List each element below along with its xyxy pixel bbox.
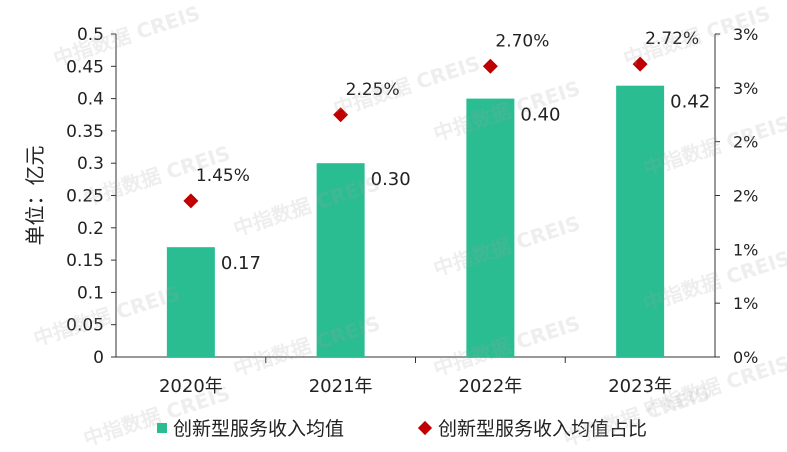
y-tick-label-left: 0.3 — [77, 154, 104, 174]
y-tick-label-left: 0 — [93, 348, 104, 368]
bar — [166, 247, 215, 357]
y-tick-label-left: 0.5 — [77, 25, 104, 45]
ratio-point — [183, 193, 199, 209]
bar-value-label: 0.40 — [520, 105, 560, 126]
x-tick-label: 2021年 — [309, 376, 373, 397]
bar — [616, 85, 665, 358]
bar — [316, 163, 365, 357]
x-tick-label: 2020年 — [159, 376, 223, 397]
y-tick-label-right: 2% — [733, 187, 758, 206]
y-tick-label-left: 0.15 — [66, 251, 104, 271]
bar — [466, 98, 515, 357]
bar-value-label: 0.17 — [221, 253, 261, 274]
y-tick-label-right: 0% — [733, 348, 758, 367]
y-tick-label-left: 0.2 — [77, 219, 104, 239]
x-tick-label: 2022年 — [458, 376, 522, 397]
bar-value-label: 0.42 — [670, 92, 710, 113]
ratio-value-label: 1.45% — [196, 166, 250, 186]
y-tick-label-right: 3% — [733, 25, 758, 44]
ratio-value-label: 2.70% — [495, 31, 549, 51]
bar-value-label: 0.30 — [371, 169, 411, 190]
ratio-point — [632, 56, 648, 72]
y-tick-label-right: 1% — [733, 294, 758, 313]
y-tick-label-left: 0.1 — [77, 283, 104, 303]
y-tick-label-left: 0.05 — [66, 316, 104, 336]
ratio-point — [482, 58, 498, 74]
legend-item-ratio: 创新型服务收入均值占比 — [417, 414, 648, 441]
legend-item-bar: 创新型服务收入均值 — [157, 414, 344, 441]
y-tick-label-right: 3% — [733, 79, 758, 98]
ratio-value-label: 2.72% — [645, 29, 699, 49]
legend-swatch-bar — [157, 422, 167, 433]
y-tick-label-right: 1% — [733, 240, 758, 259]
y-tick-label-left: 0.35 — [66, 122, 104, 142]
y-axis-title: 单位：亿元 — [23, 146, 47, 246]
y-tick-label-left: 0.45 — [66, 57, 104, 77]
y-tick-label-right: 2% — [733, 133, 758, 152]
legend-swatch-ratio — [417, 420, 433, 435]
ratio-point — [333, 107, 349, 123]
y-tick-label-left: 0.25 — [66, 187, 104, 207]
x-tick-label: 2023年 — [608, 376, 672, 397]
legend-label-bar: 创新型服务收入均值 — [173, 418, 345, 440]
ratio-value-label: 2.25% — [346, 80, 400, 100]
legend-label-ratio: 创新型服务收入均值占比 — [438, 418, 648, 440]
y-tick-label-left: 0.4 — [77, 90, 104, 110]
